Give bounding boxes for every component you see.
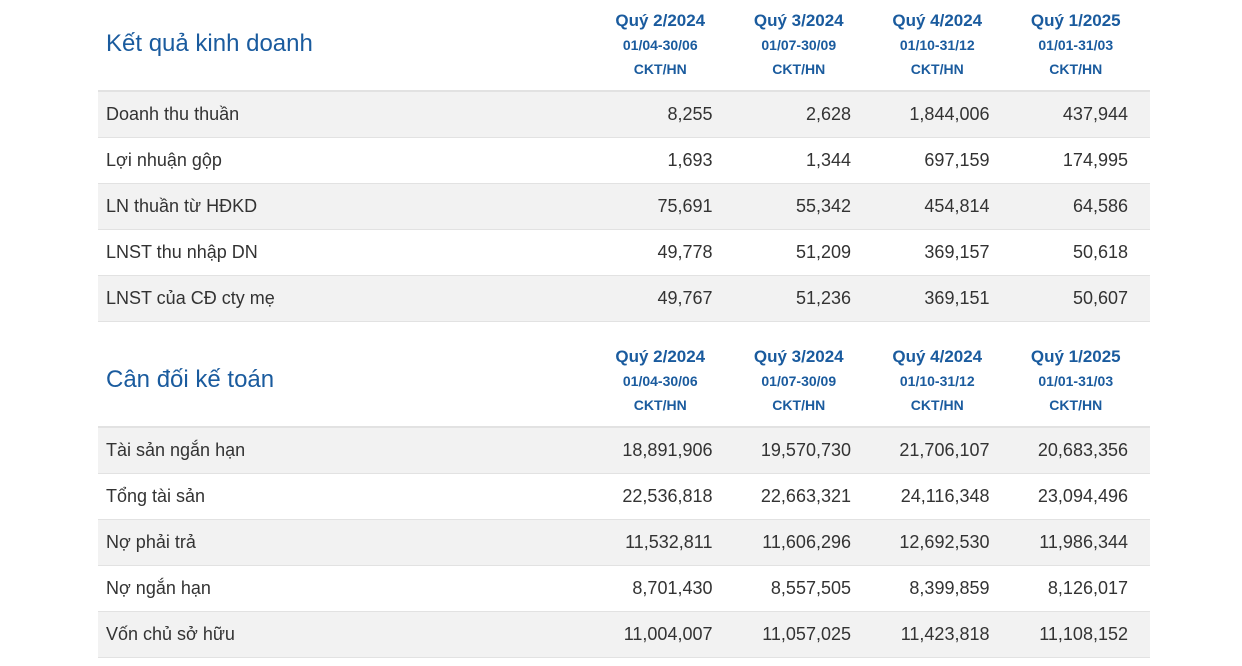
col-type: CKT/HN [633,61,687,77]
row-value: 11,606,296 [762,532,851,552]
table-row: LN thuần từ HĐKD 75,691 55,342 454,814 6… [98,184,1150,230]
row-label: Vốn chủ sở hữu [106,624,235,644]
row-value: 22,536,818 [622,486,713,506]
row-label: LNST thu nhập DN [106,242,258,262]
row-value: 369,151 [924,288,990,308]
row-value: 49,778 [657,242,713,262]
balance-col-head-q1-2025[interactable]: Quý 1/2025 01/01-31/03 CKT/HN [1007,336,1146,417]
row-value: 12,692,530 [899,532,990,552]
col-quarter: Quý 2/2024 [615,11,706,30]
section-gap [98,322,1150,336]
row-value: 1,693 [667,150,713,170]
table-row: Tài sản ngắn hạn 18,891,906 19,570,730 2… [98,428,1150,474]
table-row: Tổng tài sản 22,536,818 22,663,321 24,11… [98,474,1150,520]
col-type: CKT/HN [772,397,826,413]
row-value: 174,995 [1062,150,1128,170]
col-dates: 01/01-31/03 [1038,373,1114,389]
col-type: CKT/HN [772,61,826,77]
col-quarter: Quý 1/2025 [1030,347,1121,366]
row-value: 11,423,818 [900,624,990,644]
balance-col-head-q4-2024[interactable]: Quý 4/2024 01/10-31/12 CKT/HN [868,336,1007,417]
col-quarter: Quý 4/2024 [892,11,983,30]
col-dates: 01/10-31/12 [899,373,975,389]
row-value: 2,628 [805,104,851,124]
table-row: Nợ ngắn hạn 8,701,430 8,557,505 8,399,85… [98,566,1150,612]
col-quarter: Quý 2/2024 [615,347,706,366]
row-value: 1,344 [805,150,851,170]
row-value: 24,116,348 [900,486,990,506]
row-value: 18,891,906 [622,440,713,460]
balance-header: Cân đối kế toán Quý 2/2024 01/04-30/06 C… [98,336,1150,428]
financial-summary: Kết quả kinh doanh Quý 2/2024 01/04-30/0… [98,0,1150,658]
row-value: 23,094,496 [1037,486,1128,506]
row-value: 8,126,017 [1047,578,1128,598]
row-value: 55,342 [795,196,851,216]
row-label: Lợi nhuận gộp [106,150,222,170]
row-value: 437,944 [1062,104,1128,124]
row-value: 51,209 [795,242,851,262]
row-value: 369,157 [924,242,990,262]
income-title: Kết quả kinh doanh [106,30,313,57]
row-label: Doanh thu thuần [106,104,240,124]
table-row: Nợ phải trả 11,532,811 11,606,296 12,692… [98,520,1150,566]
col-type: CKT/HN [910,397,964,413]
balance-col-head-q3-2024[interactable]: Quý 3/2024 01/07-30/09 CKT/HN [730,336,869,417]
col-dates: 01/07-30/09 [761,37,837,53]
table-row: LNST thu nhập DN 49,778 51,209 369,157 5… [98,230,1150,276]
row-label: Nợ ngắn hạn [106,578,211,598]
row-value: 8,399,859 [909,578,990,598]
row-value: 11,532,811 [625,532,713,552]
income-col-head-q1-2025[interactable]: Quý 1/2025 01/01-31/03 CKT/HN [1007,0,1146,81]
col-dates: 01/10-31/12 [899,37,975,53]
row-value: 64,586 [1072,196,1128,216]
row-value: 697,159 [924,150,990,170]
col-type: CKT/HN [910,61,964,77]
col-dates: 01/07-30/09 [761,373,837,389]
row-label: Nợ phải trả [106,532,196,552]
income-header: Kết quả kinh doanh Quý 2/2024 01/04-30/0… [98,0,1150,92]
income-col-head-q2-2024[interactable]: Quý 2/2024 01/04-30/06 CKT/HN [591,0,730,81]
row-value: 50,618 [1072,242,1128,262]
row-label: Tổng tài sản [106,486,206,506]
table-row: LNST của CĐ cty mẹ 49,767 51,236 369,151… [98,276,1150,322]
col-type: CKT/HN [1049,61,1103,77]
col-quarter: Quý 1/2025 [1030,11,1121,30]
row-value: 11,986,344 [1039,532,1128,552]
row-value: 1,844,006 [909,104,990,124]
balance-title: Cân đối kế toán [106,366,275,393]
income-col-head-q3-2024[interactable]: Quý 3/2024 01/07-30/09 CKT/HN [730,0,869,81]
balance-col-head-q2-2024[interactable]: Quý 2/2024 01/04-30/06 CKT/HN [591,336,730,417]
row-value: 50,607 [1072,288,1128,308]
row-value: 8,557,505 [770,578,851,598]
row-label: Tài sản ngắn hạn [106,440,246,460]
row-label: LNST của CĐ cty mẹ [106,288,275,308]
col-quarter: Quý 3/2024 [753,11,844,30]
row-value: 8,701,430 [632,578,713,598]
row-value: 20,683,356 [1037,440,1128,460]
table-row: Lợi nhuận gộp 1,693 1,344 697,159 174,99… [98,138,1150,184]
row-value: 11,057,025 [762,624,851,644]
col-type: CKT/HN [633,397,687,413]
col-dates: 01/04-30/06 [622,373,698,389]
row-value: 8,255 [667,104,713,124]
income-col-head-q4-2024[interactable]: Quý 4/2024 01/10-31/12 CKT/HN [868,0,1007,81]
row-value: 22,663,321 [760,486,851,506]
row-value: 11,108,152 [1039,624,1128,644]
col-quarter: Quý 4/2024 [892,347,983,366]
col-quarter: Quý 3/2024 [753,347,844,366]
col-dates: 01/01-31/03 [1038,37,1114,53]
row-value: 75,691 [657,196,713,216]
col-type: CKT/HN [1049,397,1103,413]
table-row: Doanh thu thuần 8,255 2,628 1,844,006 43… [98,92,1150,138]
row-value: 21,706,107 [899,440,990,460]
row-value: 454,814 [924,196,990,216]
table-row: Vốn chủ sở hữu 11,004,007 11,057,025 11,… [98,612,1150,658]
row-value: 19,570,730 [760,440,851,460]
row-value: 51,236 [795,288,851,308]
row-value: 11,004,007 [623,624,713,644]
row-label: LN thuần từ HĐKD [106,196,258,216]
col-dates: 01/04-30/06 [622,37,698,53]
row-value: 49,767 [657,288,713,308]
